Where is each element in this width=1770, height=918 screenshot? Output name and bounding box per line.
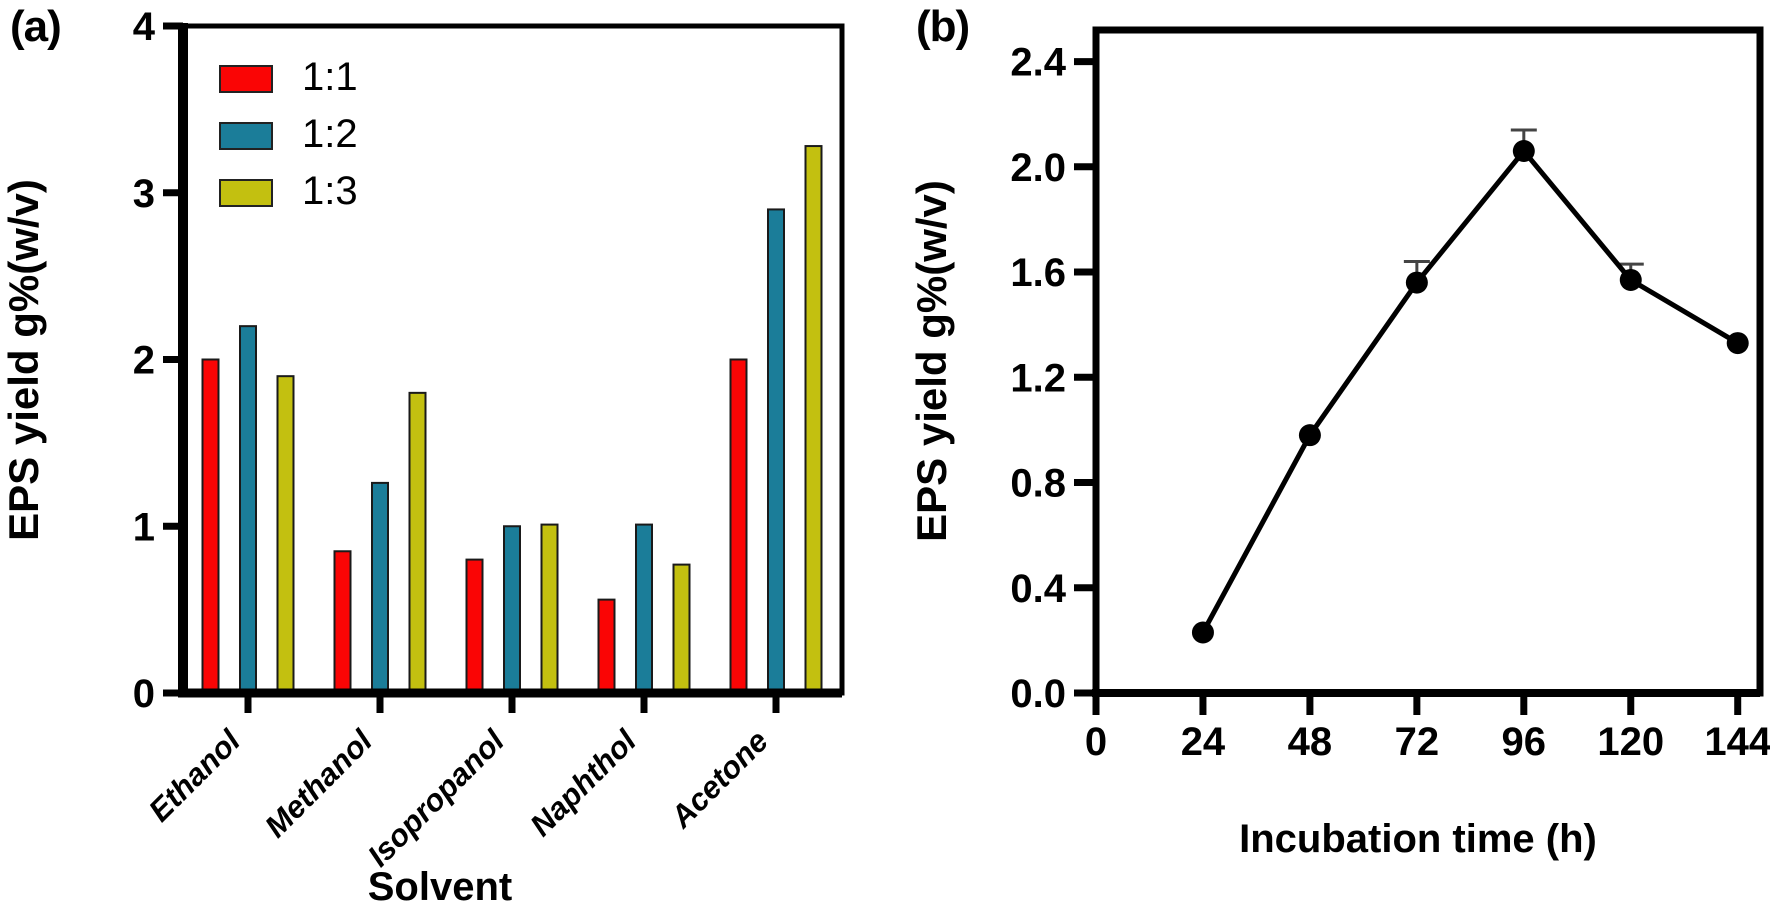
y-tick-label-a: 4 [133, 5, 156, 49]
plot-frame-b [1092, 26, 1764, 697]
category-label-naphthol: Naphthol [523, 722, 644, 843]
bar-ethanol-1-3 [276, 375, 295, 694]
category-label-methanol: Methanol [258, 722, 380, 844]
bar-methanol-1-3 [408, 391, 427, 694]
category-label-acetone: Acetone [663, 723, 775, 835]
y-tick-label-b: 1.6 [1010, 251, 1066, 295]
legend-label-1-3: 1:3 [302, 169, 358, 213]
bar-isopropanol-1-3 [540, 523, 559, 695]
line-chart-incubation-panel: 0.0 0.4 0.8 1.2 1.6 2.0 2.4 0 24 48 72 96 120 144 Incu… [908, 26, 1770, 861]
legend-swatch-1-2 [219, 122, 273, 150]
legend-swatch-1-1 [219, 65, 273, 93]
bar-isopropanol-1-1 [465, 558, 484, 694]
data-line [1200, 147, 1739, 634]
data-point-144h [1726, 332, 1749, 355]
bar-naphthol-1-2 [635, 523, 653, 695]
bar-acetone-1-2 [767, 208, 785, 695]
data-point-120h [1619, 268, 1642, 291]
y-tick-label-b: 2.0 [1010, 146, 1066, 190]
x-tick-label-b: 72 [1395, 720, 1440, 764]
y-tick-label-b: 2.4 [1010, 41, 1066, 85]
bar-methanol-1-1 [333, 550, 352, 695]
y-tick-label-a: 3 [133, 172, 155, 216]
panel-b-label: (b) [916, 2, 970, 51]
y-tick-label-a: 0 [133, 672, 155, 716]
bar-naphthol-1-3 [672, 563, 691, 694]
x-tick-label-b: 144 [1704, 720, 1770, 764]
bar-acetone-1-1 [729, 358, 748, 694]
data-point-24h [1191, 621, 1214, 644]
x-tick-label-b: 24 [1181, 720, 1226, 764]
y-tick-label-a: 2 [133, 339, 155, 383]
x-axis-title-solvent: Solvent [368, 865, 512, 909]
category-label-ethanol: Ethanol [142, 722, 248, 828]
bar-isopropanol-1-2 [503, 525, 521, 694]
x-tick-label-b: 96 [1502, 720, 1547, 764]
bar-ethanol-1-1 [201, 358, 220, 694]
x-tick-label-b: 120 [1597, 720, 1664, 764]
bar-methanol-1-2 [371, 481, 389, 694]
y-tick-label-a: 1 [133, 505, 155, 549]
x-tick-label-b: 48 [1288, 720, 1333, 764]
x-axis-title-incubation-time: Incubation time (h) [1239, 817, 1597, 861]
legend-label-1-1: 1:1 [302, 55, 358, 99]
y-tick-label-b: 0.4 [1010, 567, 1066, 611]
legend-swatch-1-3 [219, 179, 273, 207]
panel-a-label: (a) [10, 2, 62, 51]
y-tick-label-b: 1.2 [1010, 356, 1066, 400]
category-label-isopropanol: Isopropanol [361, 722, 512, 873]
data-point-96h [1512, 140, 1535, 163]
data-point-48h [1298, 424, 1321, 447]
y-axis-title-b: EPS yield g%(w/v) [908, 180, 955, 542]
bar-ethanol-1-2 [239, 325, 257, 694]
y-axis-title-a: EPS yield g%(w/v) [0, 179, 47, 541]
bar-acetone-1-3 [804, 145, 823, 694]
y-tick-label-b: 0.0 [1010, 672, 1066, 716]
legend-label-1-2: 1:2 [302, 112, 358, 156]
x-tick-label-b: 0 [1085, 720, 1107, 764]
y-tick-label-b: 0.8 [1010, 462, 1066, 506]
data-point-72h [1405, 271, 1428, 294]
bar-naphthol-1-1 [597, 598, 616, 694]
